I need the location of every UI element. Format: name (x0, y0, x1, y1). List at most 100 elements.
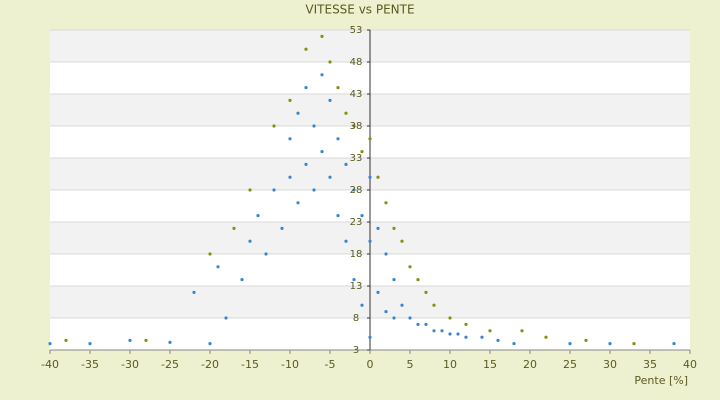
point (168, 340, 172, 344)
point (392, 316, 396, 320)
point (264, 252, 268, 256)
point (384, 201, 388, 205)
point (384, 310, 388, 314)
point (336, 137, 340, 141)
point (392, 226, 396, 230)
point (296, 111, 300, 115)
point (344, 111, 348, 115)
point (376, 226, 380, 230)
x-tick-label: 15 (483, 358, 497, 371)
point (352, 188, 356, 192)
point (520, 329, 524, 333)
point (416, 278, 420, 282)
point (232, 226, 236, 230)
point (288, 98, 292, 102)
point (144, 338, 148, 342)
point (248, 239, 252, 243)
x-tick-label: -15 (241, 358, 259, 371)
x-tick-label: 35 (643, 358, 657, 371)
y-tick-label: 28 (350, 185, 363, 196)
point (568, 342, 572, 346)
point (288, 137, 292, 141)
point (424, 322, 428, 326)
point (336, 214, 340, 218)
point (320, 150, 324, 154)
point (256, 214, 260, 218)
point (304, 162, 308, 166)
point (368, 239, 372, 243)
point (400, 303, 404, 307)
point (128, 338, 132, 342)
point (272, 188, 276, 192)
y-tick-label: 53 (350, 25, 363, 36)
point (208, 252, 212, 256)
point (608, 342, 612, 346)
point (360, 150, 364, 154)
point (224, 316, 228, 320)
point (288, 175, 292, 179)
point (432, 329, 436, 333)
y-tick-label: 38 (350, 121, 363, 132)
point (192, 290, 196, 294)
point (368, 335, 372, 339)
x-tick-label: 30 (603, 358, 617, 371)
point (344, 239, 348, 243)
point (216, 265, 220, 269)
x-tick-label: 25 (563, 358, 577, 371)
x-tick-label: -35 (81, 358, 99, 371)
point (368, 137, 372, 141)
point (384, 252, 388, 256)
point (304, 86, 308, 90)
point (448, 332, 452, 336)
y-tick-label: 48 (350, 57, 363, 68)
y-tick-label: 23 (350, 217, 363, 228)
point (488, 329, 492, 333)
point (64, 338, 68, 342)
point (464, 322, 468, 326)
chart-title: VITESSE vs PENTE (305, 3, 414, 17)
point (456, 332, 460, 336)
point (400, 239, 404, 243)
point (392, 278, 396, 282)
point (336, 86, 340, 90)
point (480, 335, 484, 339)
point (208, 342, 212, 346)
x-tick-label: -10 (281, 358, 299, 371)
x-tick-label: -20 (201, 358, 219, 371)
point (280, 226, 284, 230)
y-tick-label: 13 (350, 281, 363, 292)
point (376, 290, 380, 294)
point (376, 175, 380, 179)
point (352, 124, 356, 128)
point (296, 201, 300, 205)
point (512, 342, 516, 346)
point (320, 34, 324, 39)
point (248, 188, 252, 192)
x-tick-label: -25 (161, 358, 179, 371)
point (88, 342, 92, 346)
point (48, 342, 52, 346)
x-tick-label: 10 (443, 358, 457, 371)
point (328, 60, 332, 64)
point (320, 73, 324, 77)
point (632, 342, 636, 346)
point (408, 316, 412, 320)
x-tick-label: -40 (41, 358, 59, 371)
point (448, 316, 452, 320)
point (672, 342, 676, 346)
point (424, 290, 428, 294)
point (432, 303, 436, 307)
point (440, 329, 444, 333)
point (360, 214, 364, 218)
point (272, 124, 276, 128)
x-tick-label: 40 (683, 358, 697, 371)
y-tick-label: 43 (350, 89, 363, 100)
point (408, 265, 412, 269)
x-tick-label: 5 (407, 358, 414, 371)
point (360, 303, 364, 307)
point (328, 98, 332, 102)
point (344, 162, 348, 166)
point (584, 338, 588, 342)
x-axis-label: Pente [%] (634, 374, 688, 387)
